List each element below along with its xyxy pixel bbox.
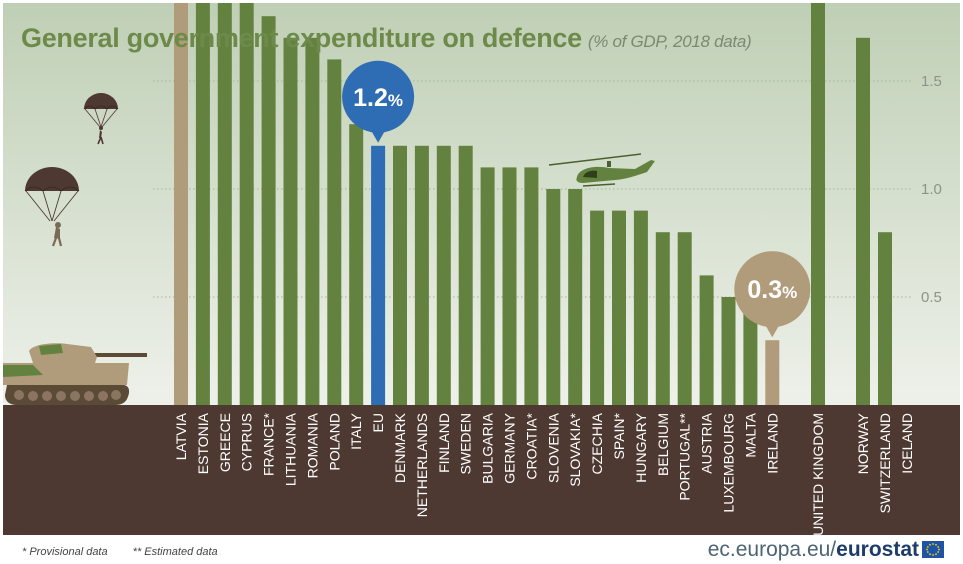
- x-tick-label: NORWAY: [855, 412, 871, 474]
- footnotes: * Provisional data ** Estimated data: [22, 546, 240, 558]
- callout-ireland: 0.3%: [734, 251, 811, 338]
- source-prefix: ec.europa.eu/: [707, 538, 837, 561]
- parachute-icon: [24, 167, 80, 247]
- bar-hungary: [633, 210, 648, 405]
- x-tick-label: CROATIA*: [523, 412, 539, 479]
- bar-united-kingdom: [811, 3, 825, 405]
- bar-czechia: [590, 210, 605, 405]
- x-tick-label: ESTONIA: [195, 412, 211, 474]
- callout-label: 0.3%: [747, 276, 797, 304]
- bar-france: [261, 16, 276, 405]
- ground-band: [3, 405, 960, 535]
- bar-latvia: [174, 3, 188, 406]
- x-tick-label: GREECE: [217, 413, 233, 472]
- x-tick-label: SWEDEN: [458, 413, 474, 474]
- bar-belgium: [655, 232, 670, 405]
- bar-romania: [305, 37, 320, 406]
- title-text: General government expenditure on defenc…: [21, 23, 582, 53]
- x-tick-label: CYPRUS: [239, 413, 255, 471]
- x-tick-label: IRELAND: [764, 413, 780, 474]
- tank-icon: [3, 343, 147, 405]
- x-tick-label: ITALY: [348, 412, 364, 449]
- bar-switzerland: [878, 232, 892, 405]
- x-tick-label: CZECHIA: [589, 412, 605, 474]
- bar-cyprus: [239, 3, 254, 405]
- y-tick-label: 1.5: [921, 73, 942, 90]
- x-tick-label: SLOVAKIA*: [567, 412, 583, 486]
- bar-germany: [502, 167, 517, 405]
- x-tick-label: ROMANIA: [304, 412, 320, 478]
- bar-netherlands: [414, 145, 429, 406]
- bar-finland: [436, 145, 451, 406]
- x-tick-label: UNITED KINGDOM: [810, 413, 826, 535]
- bar-poland: [327, 59, 342, 406]
- bar-sweden: [458, 145, 473, 406]
- callout-eu: 1.2%: [342, 60, 415, 143]
- bar-luxembourg: [721, 297, 736, 405]
- x-tick-label: LUXEMBOURG: [721, 413, 737, 513]
- source-brand: eurostat: [836, 538, 919, 561]
- x-tick-label: FINLAND: [436, 413, 452, 473]
- x-tick-label: AUSTRIA: [699, 412, 715, 473]
- bar-ireland: [765, 340, 780, 405]
- chart-subtitle: (% of GDP, 2018 data): [587, 32, 752, 51]
- eu-flag-icon: [922, 541, 944, 558]
- parachute-icon: [83, 93, 119, 145]
- x-tick-label: LITHUANIA: [283, 412, 299, 486]
- bar-spain: [612, 210, 626, 405]
- x-tick-label: ICELAND: [899, 413, 915, 474]
- x-tick-label: BELGIUM: [655, 413, 671, 476]
- y-tick-label: 1.0: [921, 181, 942, 198]
- x-tick-label: POLAND: [326, 413, 342, 471]
- bar-greece: [217, 3, 232, 405]
- helicopter-icon: [548, 153, 655, 187]
- chart-panel: 0.51.01.52.02.5: [3, 3, 960, 535]
- x-tick-label: EU: [370, 413, 386, 432]
- x-tick-label: SLOVENIA: [545, 412, 561, 483]
- x-tick-label: MALTA: [742, 412, 758, 457]
- bar-norway: [856, 37, 870, 406]
- x-tick-label: PORTUGAL**: [677, 412, 693, 500]
- bar-portugal: [677, 232, 692, 405]
- bar-slovenia: [546, 189, 561, 405]
- chart-title: General government expenditure on defenc…: [21, 23, 752, 54]
- bar-eu: [371, 145, 386, 406]
- bar-croatia: [524, 167, 539, 405]
- bar-austria: [699, 275, 714, 405]
- x-tick-label: LATVIA: [173, 412, 189, 460]
- source-link[interactable]: ec.europa.eu/eurostat: [708, 538, 919, 562]
- bar-bulgaria: [480, 167, 495, 405]
- x-tick-label: DENMARK: [392, 412, 408, 483]
- x-tick-label: GERMANY: [502, 412, 518, 483]
- bar-estonia: [195, 3, 210, 405]
- x-tick-label: FRANCE*: [261, 412, 277, 476]
- footnote-provisional: * Provisional data: [22, 546, 108, 558]
- x-tick-label: BULGARIA: [480, 412, 496, 483]
- x-tick-label: HUNGARY: [633, 412, 649, 482]
- bar-slovakia: [568, 189, 583, 405]
- bar-denmark: [393, 145, 407, 406]
- bar-malta: [743, 297, 758, 405]
- bar-chart: 0.51.01.52.02.5: [3, 3, 960, 535]
- bar-italy: [349, 124, 364, 405]
- footnote-estimated: ** Estimated data: [132, 546, 218, 558]
- x-tick-label: SPAIN*: [611, 412, 627, 459]
- callout-label: 1.2%: [353, 84, 403, 112]
- y-tick-label: 0.5: [921, 289, 942, 306]
- bar-lithuania: [283, 37, 298, 406]
- x-tick-label: SWITZERLAND: [877, 413, 893, 513]
- x-tick-label: NETHERLANDS: [414, 413, 430, 517]
